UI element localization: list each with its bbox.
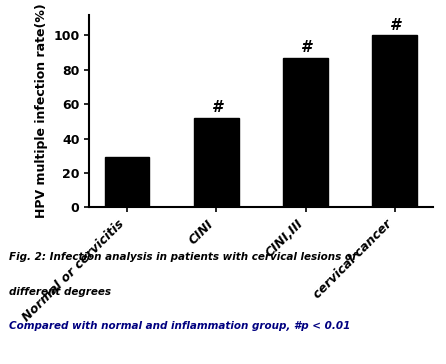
Y-axis label: HPV multiple infection rate(%): HPV multiple infection rate(%)	[35, 4, 48, 218]
Text: different degrees: different degrees	[9, 287, 111, 297]
Text: Compared with normal and inflammation group, #p < 0.01: Compared with normal and inflammation gr…	[9, 321, 350, 331]
Text: Fig. 2: Infection analysis in patients with cervical lesions of: Fig. 2: Infection analysis in patients w…	[9, 252, 356, 262]
Text: #: #	[300, 40, 311, 55]
Text: #: #	[389, 17, 400, 33]
Bar	[372, 35, 417, 207]
Bar	[105, 157, 149, 207]
Bar	[194, 118, 239, 207]
Bar	[283, 58, 328, 207]
Text: #: #	[211, 100, 222, 115]
